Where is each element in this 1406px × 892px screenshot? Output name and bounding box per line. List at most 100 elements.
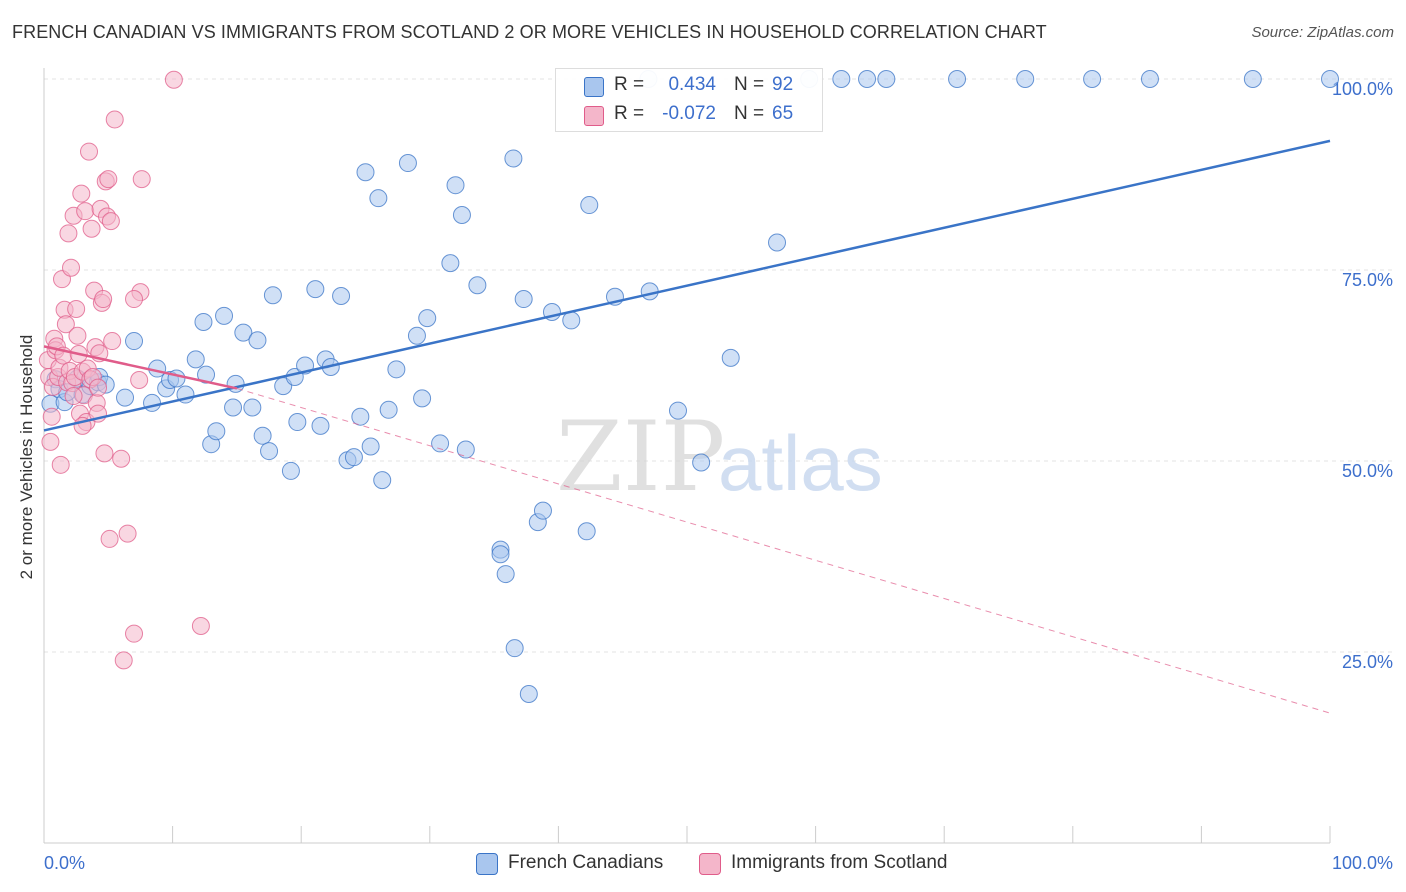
bottom-legend-swatch-blue: [476, 853, 498, 875]
y-tick-label: 25.0%: [1342, 652, 1393, 672]
french-canadians-point: [125, 332, 144, 351]
french-canadians-point: [253, 426, 272, 445]
bottom-legend-label: Immigrants from Scotland: [731, 852, 948, 873]
bottom-legend-label: French Canadians: [508, 852, 664, 873]
bottom-legend-swatch-pink: [699, 853, 721, 875]
x-tick-label-min: 0.0%: [44, 853, 85, 873]
french-canadians-point: [288, 413, 307, 432]
immigrants-from-scotland-point: [68, 326, 87, 345]
french-canadians-point: [373, 471, 392, 490]
french-canadians-point: [456, 440, 475, 459]
immigrants-from-scotland-point: [67, 299, 86, 318]
trend-line-immigrants-from-scotland: [43, 345, 238, 390]
immigrants-from-scotland-point: [191, 617, 210, 636]
french-canadians-point: [215, 306, 234, 325]
french-canadians-point: [263, 286, 282, 305]
french-canadians-point: [351, 407, 370, 426]
trend-line-immigrants-from-scotland-extended: [236, 387, 1331, 714]
french-canadians-point: [692, 453, 711, 472]
french-canadians-point: [504, 149, 523, 168]
french-canadians-point: [1243, 70, 1262, 88]
watermark: ZIP atlas: [556, 401, 883, 513]
french-canadians-point: [344, 448, 363, 467]
immigrants-from-scotland-point: [76, 202, 95, 221]
immigrants-from-scotland-point: [125, 624, 144, 643]
legend-row-immigrants-from-scotland: R = -0.072 N = 65: [556, 100, 822, 130]
immigrants-from-scotland-point: [51, 455, 70, 474]
immigrants-from-scotland-point: [59, 224, 78, 243]
french-canadians-point: [197, 365, 216, 384]
stats-legend: R = 0.434 N = 92 R = -0.072 N = 65: [555, 68, 823, 132]
legend-n-label: N =: [734, 74, 765, 95]
french-canadians-point: [721, 348, 740, 367]
legend-r-label: R =: [614, 103, 645, 124]
french-canadians-point: [143, 393, 162, 412]
french-canadians-point: [877, 70, 896, 88]
x-tick-labels: 0.0% 100.0%: [44, 853, 1393, 873]
french-canadians-point: [167, 369, 186, 388]
french-canadians-point: [562, 311, 581, 330]
immigrants-from-scotland-point: [41, 432, 60, 451]
french-canadians-point: [207, 422, 226, 441]
immigrants-from-scotland-point: [125, 290, 144, 309]
legend-swatch-pink: [584, 106, 604, 126]
french-canadians-point: [356, 163, 375, 182]
y-tick-label: 75.0%: [1342, 270, 1393, 290]
immigrants-from-scotland-point: [101, 212, 120, 231]
bottom-legend-immigrants-from-scotland: Immigrants from Scotland: [699, 851, 979, 877]
french-canadians-point: [332, 286, 351, 305]
french-canadians-point: [668, 401, 687, 420]
immigrants-from-scotland-point: [105, 110, 124, 129]
french-canadians-point: [260, 442, 279, 461]
french-canadians-point: [311, 416, 330, 435]
immigrants-from-scotland-point: [64, 387, 83, 406]
immigrants-from-scotland-point: [56, 315, 75, 334]
french-canadians-point: [234, 323, 253, 342]
immigrants-from-scotland-point: [103, 332, 122, 351]
series-immigrants-from-scotland-points: [38, 70, 210, 670]
immigrants-from-scotland-point: [132, 170, 151, 189]
bottom-legend-french-canadians: French Canadians: [476, 851, 686, 877]
y-tick-labels: 25.0% 50.0% 75.0% 100.0%: [1332, 79, 1393, 672]
french-canadians-point: [446, 176, 465, 195]
french-canadians-point: [577, 522, 596, 541]
french-canadians-point: [1321, 70, 1339, 88]
french-canadians-point: [224, 398, 243, 417]
french-canadians-point: [369, 189, 388, 208]
legend-n-value: 65: [772, 103, 794, 124]
immigrants-from-scotland-point: [82, 219, 101, 238]
french-canadians-point: [468, 276, 487, 295]
french-canadians-point: [379, 400, 398, 419]
source-label: Source: ZipAtlas.com: [1251, 24, 1394, 41]
legend-r-value: 0.434: [668, 74, 716, 95]
immigrants-from-scotland-point: [114, 651, 133, 670]
french-canadians-point: [361, 437, 380, 456]
immigrants-from-scotland-point: [72, 184, 91, 203]
french-canadians-point: [832, 70, 851, 88]
immigrants-from-scotland-point: [118, 524, 137, 543]
french-canadians-point: [491, 545, 510, 564]
french-canadians-point: [768, 233, 787, 252]
french-canadians-point: [858, 70, 877, 88]
french-canadians-point: [194, 312, 213, 331]
french-canadians-point: [418, 309, 437, 328]
french-canadians-point: [1083, 70, 1102, 88]
trend-lines: [43, 139, 1331, 714]
legend-r-value: -0.072: [662, 103, 716, 124]
immigrants-from-scotland-point: [130, 371, 149, 390]
french-canadians-point: [243, 398, 262, 417]
legend-r-label: R =: [614, 74, 645, 95]
immigrants-from-scotland-point: [42, 407, 61, 426]
legend-n-label: N =: [734, 103, 765, 124]
french-canadians-point: [580, 196, 599, 215]
french-canadians-point: [186, 350, 205, 369]
french-canadians-point: [1016, 70, 1035, 88]
french-canadians-point: [431, 434, 450, 453]
french-canadians-point: [281, 461, 300, 480]
immigrants-from-scotland-point: [99, 170, 118, 189]
french-canadians-point: [948, 70, 967, 88]
immigrants-from-scotland-point: [94, 290, 113, 309]
legend-row-french-canadians: R = 0.434 N = 92: [556, 71, 822, 101]
immigrants-from-scotland-point: [80, 142, 99, 161]
